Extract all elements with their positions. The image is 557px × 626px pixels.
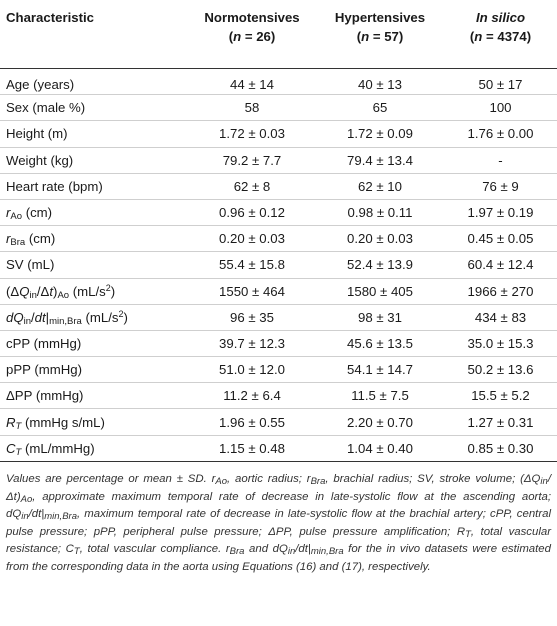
header-hypertensives: Hypertensives (n = 57) [316,0,444,69]
cell-in-silico: 0.85 ± 0.30 [444,435,557,462]
row-label: dQin/dt|min,Bra (mL/s2) [0,304,188,331]
table-row: cPP (mmHg) 39.7 ± 12.3 45.6 ± 13.5 35.0 … [0,330,557,358]
table-row: Weight (kg) 79.2 ± 7.7 79.4 ± 13.4 - [0,147,557,174]
cell-normotensives: 62 ± 8 [188,173,316,200]
row-label: SV (mL) [0,251,188,279]
cell-in-silico: 1966 ± 270 [444,278,557,305]
header-in-silico: In silico (n = 4374) [444,0,557,69]
table-row: rBra (cm) 0.20 ± 0.03 0.20 ± 0.03 0.45 ±… [0,225,557,253]
cell-in-silico: 100 [444,94,557,122]
cell-normotensives: 1.72 ± 0.03 [188,120,316,148]
cell-hypertensives: 1.72 ± 0.09 [316,120,444,148]
row-label: Sex (male %) [0,94,188,122]
header-row: Characteristic Normotensives (n = 26) Hy… [0,0,557,69]
table-footnote: Values are percentage or mean ± SD. rAo,… [6,473,551,573]
cell-normotensives: 55.4 ± 15.8 [188,251,316,279]
cell-normotensives: 39.7 ± 12.3 [188,330,316,358]
header-characteristic: Characteristic [0,0,188,69]
cell-normotensives: 11.2 ± 6.4 [188,382,316,410]
row-label: Height (m) [0,120,188,148]
cell-hypertensives: 62 ± 10 [316,173,444,200]
table-row: RT (mmHg s/mL) 1.96 ± 0.55 2.20 ± 0.70 1… [0,408,557,436]
row-label: (ΔQin/Δt)Ao (mL/s2) [0,278,188,305]
row-label: RT (mmHg s/mL) [0,408,188,436]
cell-in-silico: 76 ± 9 [444,173,557,200]
cell-hypertensives: 1580 ± 405 [316,278,444,305]
cell-hypertensives: 98 ± 31 [316,304,444,331]
cell-in-silico: 1.27 ± 0.31 [444,408,557,436]
table-row: dQin/dt|min,Bra (mL/s2) 96 ± 35 98 ± 31 … [0,304,557,331]
cell-in-silico: 35.0 ± 15.3 [444,330,557,358]
header-normotensives: Normotensives (n = 26) [188,0,316,69]
cell-in-silico: 60.4 ± 12.4 [444,251,557,279]
row-label: ΔPP (mmHg) [0,382,188,410]
row-label: Weight (kg) [0,147,188,174]
cell-normotensives: 0.96 ± 0.12 [188,199,316,227]
cell-hypertensives: 65 [316,94,444,122]
table-row: Heart rate (bpm) 62 ± 8 62 ± 10 76 ± 9 [0,173,557,200]
cell-normotensives: 96 ± 35 [188,304,316,331]
row-label: pPP (mmHg) [0,356,188,384]
cell-normotensives: 58 [188,94,316,122]
table-row: (ΔQin/Δt)Ao (mL/s2) 1550 ± 464 1580 ± 40… [0,278,557,305]
cell-normotensives: 44 ± 14 [188,68,316,96]
cell-hypertensives: 40 ± 13 [316,68,444,96]
cell-hypertensives: 0.98 ± 0.11 [316,199,444,227]
table-row: pPP (mmHg) 51.0 ± 12.0 54.1 ± 14.7 50.2 … [0,356,557,384]
cell-hypertensives: 0.20 ± 0.03 [316,225,444,253]
header-hypertensives-n: (n = 57) [356,29,404,44]
row-label: rBra (cm) [0,225,188,253]
table-row: Age (years) 44 ± 14 40 ± 13 50 ± 17 [0,68,557,96]
cell-normotensives: 1.15 ± 0.48 [188,435,316,462]
table-row: CT (mL/mmHg) 1.15 ± 0.48 1.04 ± 0.40 0.8… [0,435,557,462]
characteristics-table: Characteristic Normotensives (n = 26) Hy… [0,0,557,462]
header-normotensives-n: (n = 26) [228,29,276,44]
header-in-silico-n: (n = 4374) [469,29,532,44]
cell-in-silico: 1.76 ± 0.00 [444,120,557,148]
table-row: Height (m) 1.72 ± 0.03 1.72 ± 0.09 1.76 … [0,120,557,148]
cell-in-silico: 50 ± 17 [444,68,557,96]
cell-hypertensives: 79.4 ± 13.4 [316,147,444,174]
cell-normotensives: 0.20 ± 0.03 [188,225,316,253]
cell-normotensives: 51.0 ± 12.0 [188,356,316,384]
row-label: Heart rate (bpm) [0,173,188,200]
cell-in-silico: 1.97 ± 0.19 [444,199,557,227]
row-label: Age (years) [0,68,188,96]
row-label: cPP (mmHg) [0,330,188,358]
cell-in-silico: - [444,147,557,174]
cell-normotensives: 1550 ± 464 [188,278,316,305]
cell-normotensives: 79.2 ± 7.7 [188,147,316,174]
cell-hypertensives: 2.20 ± 0.70 [316,408,444,436]
table-row: Sex (male %) 58 65 100 [0,94,557,122]
cell-hypertensives: 1.04 ± 0.40 [316,435,444,462]
cell-in-silico: 0.45 ± 0.05 [444,225,557,253]
cell-in-silico: 15.5 ± 5.2 [444,382,557,410]
row-label: rAo (cm) [0,199,188,227]
cell-hypertensives: 11.5 ± 7.5 [316,382,444,410]
table-row: rAo (cm) 0.96 ± 0.12 0.98 ± 0.11 1.97 ± … [0,199,557,227]
cell-hypertensives: 45.6 ± 13.5 [316,330,444,358]
cell-in-silico: 434 ± 83 [444,304,557,331]
table-row: SV (mL) 55.4 ± 15.8 52.4 ± 13.9 60.4 ± 1… [0,251,557,279]
cell-in-silico: 50.2 ± 13.6 [444,356,557,384]
cell-hypertensives: 52.4 ± 13.9 [316,251,444,279]
cell-hypertensives: 54.1 ± 14.7 [316,356,444,384]
cell-normotensives: 1.96 ± 0.55 [188,408,316,436]
row-label: CT (mL/mmHg) [0,435,188,462]
table-row: ΔPP (mmHg) 11.2 ± 6.4 11.5 ± 7.5 15.5 ± … [0,382,557,410]
